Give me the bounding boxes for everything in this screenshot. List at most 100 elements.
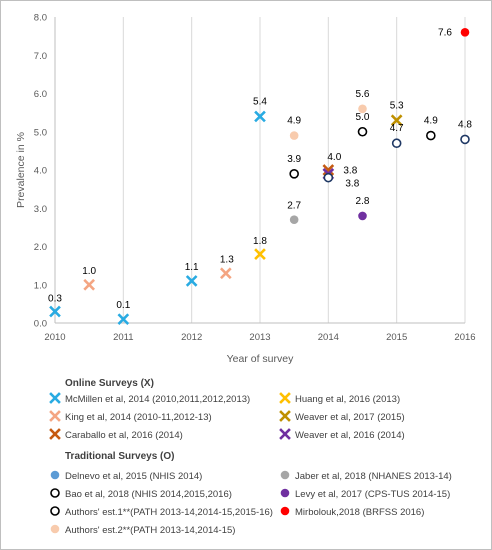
legend-title-online: Online Surveys (X) [65,378,154,389]
data-point [117,313,130,326]
x-tick-label: 2013 [249,332,270,343]
legend-marker [49,410,61,422]
data-point [289,215,299,225]
legend-entry: Delnevo et al, 2015 (NHIS 2014) [65,471,202,482]
marker-stroke [279,392,291,404]
y-tick-label: 1.0 [34,280,47,291]
axes: 2010 2011 2012 2013 2014 2015 2016 0.0 1.0 2.0 3.0… [34,13,476,344]
data-point [49,305,61,318]
legend-marker [50,524,60,534]
data-point [323,172,334,183]
data-point [185,275,198,287]
data-label: 4.0 [327,152,341,163]
legend-entry: McMillen et al, 2014 (2010,2011,2012,201… [65,394,250,405]
legend-entry: Authors' est.1**(PATH 2013-14,2014-15,20… [65,507,273,518]
marker-stroke [279,410,291,422]
data-point [358,104,367,114]
legend-marker [280,488,290,498]
data-point [426,130,436,141]
legend-entry: Weaver et al, 2016 (2014) [295,430,405,441]
marker-stroke [390,114,403,127]
data-label: 1.8 [253,236,267,247]
legend-entry: Jaber et al, 2018 (NHANES 2013-14) [295,471,452,482]
data-label: 7.6 [438,27,452,38]
data-point [289,131,299,140]
legend-entry: Levy et al, 2017 (CPS-TUS 2014-15) [295,489,450,500]
data-label: 5.4 [253,96,267,107]
legend-entry: Authors' est.2**(PATH 2013-14,2014-15) [65,525,235,536]
data-point [254,248,266,260]
data-point [390,114,403,127]
marker-stroke [185,275,198,287]
data-label: 0.3 [48,294,62,305]
x-tick-label: 2012 [181,332,202,343]
data-label: 1.3 [220,254,234,265]
marker-stroke [83,278,96,291]
data-point [219,267,232,280]
marker-stroke [49,428,61,440]
marker-stroke [219,267,232,280]
y-tick-label: 7.0 [34,51,47,62]
data-label: 3.8 [345,179,359,190]
data-label: 3.9 [287,154,301,165]
y-tick-label: 8.0 [34,13,47,24]
legend-title-traditional: Traditional Surveys (O) [65,451,174,462]
data-label: 5.6 [356,89,370,100]
data-label: 1.0 [82,266,96,277]
data-point [357,126,368,137]
legend-entry: Mirbolouk,2018 (BRFSS 2016) [295,507,424,518]
y-tick-label: 4.0 [34,166,47,177]
x-tick-label: 2010 [44,332,65,343]
data-label: 4.9 [287,116,301,127]
x-tick-label: 2011 [113,332,133,343]
marker-stroke [49,305,61,318]
legend-entry: Weaver et al, 2017 (2015) [295,412,405,423]
data-point [460,134,470,145]
data-label: 4.8 [458,119,472,130]
legend-marker [280,470,290,480]
marker-stroke [254,248,266,260]
data-label: 2.7 [287,201,301,212]
data-points [49,28,470,326]
data-label: 2.8 [356,196,370,207]
data-point [289,169,299,179]
legend-marker [50,506,60,516]
legend-marker [279,410,291,422]
data-label: 0.1 [116,300,130,311]
x-tick-label: 2015 [386,332,407,343]
marker-stroke [254,110,266,123]
data-point [460,28,470,37]
legend-marker [280,506,290,516]
data-point [358,211,367,221]
y-axis-title: Prevalence in % [15,132,27,208]
legend-marker [49,428,61,440]
legend: Online Surveys (X) McMillen et al, 2014 (… [49,378,452,536]
y-tick-label: 2.0 [34,242,47,253]
y-tick-label: 5.0 [34,127,47,138]
marker-stroke [279,428,291,440]
data-label: 5.0 [356,112,370,123]
y-tick-label: 0.0 [34,319,47,330]
data-label: 4.9 [424,116,438,127]
x-tick-label: 2016 [454,332,475,343]
x-axis-title: Year of survey [227,353,294,365]
legend-entry: Bao et al, 2018 (NHIS 2014,2015,2016) [65,489,232,500]
data-labels: 0.30.11.15.41.81.01.35.34.03.82.73.84.7 4… [48,27,472,311]
y-tick-label: 6.0 [34,89,47,100]
data-point [391,138,402,149]
legend-entry: King et al, 2014 (2010-11,2012-13) [65,412,212,423]
legend-marker [50,470,60,480]
legend-entry: Caraballo et al, 2016 (2014) [65,430,183,441]
legend-marker [50,488,60,498]
data-label: 4.7 [390,123,404,134]
legend-marker [279,392,291,404]
marker-stroke [117,313,130,326]
x-tick-label: 2014 [318,332,339,343]
data-point [254,110,266,123]
data-label: 5.3 [390,100,404,111]
y-tick-label: 3.0 [34,204,47,215]
legend-marker [49,392,61,404]
data-point [83,278,96,291]
